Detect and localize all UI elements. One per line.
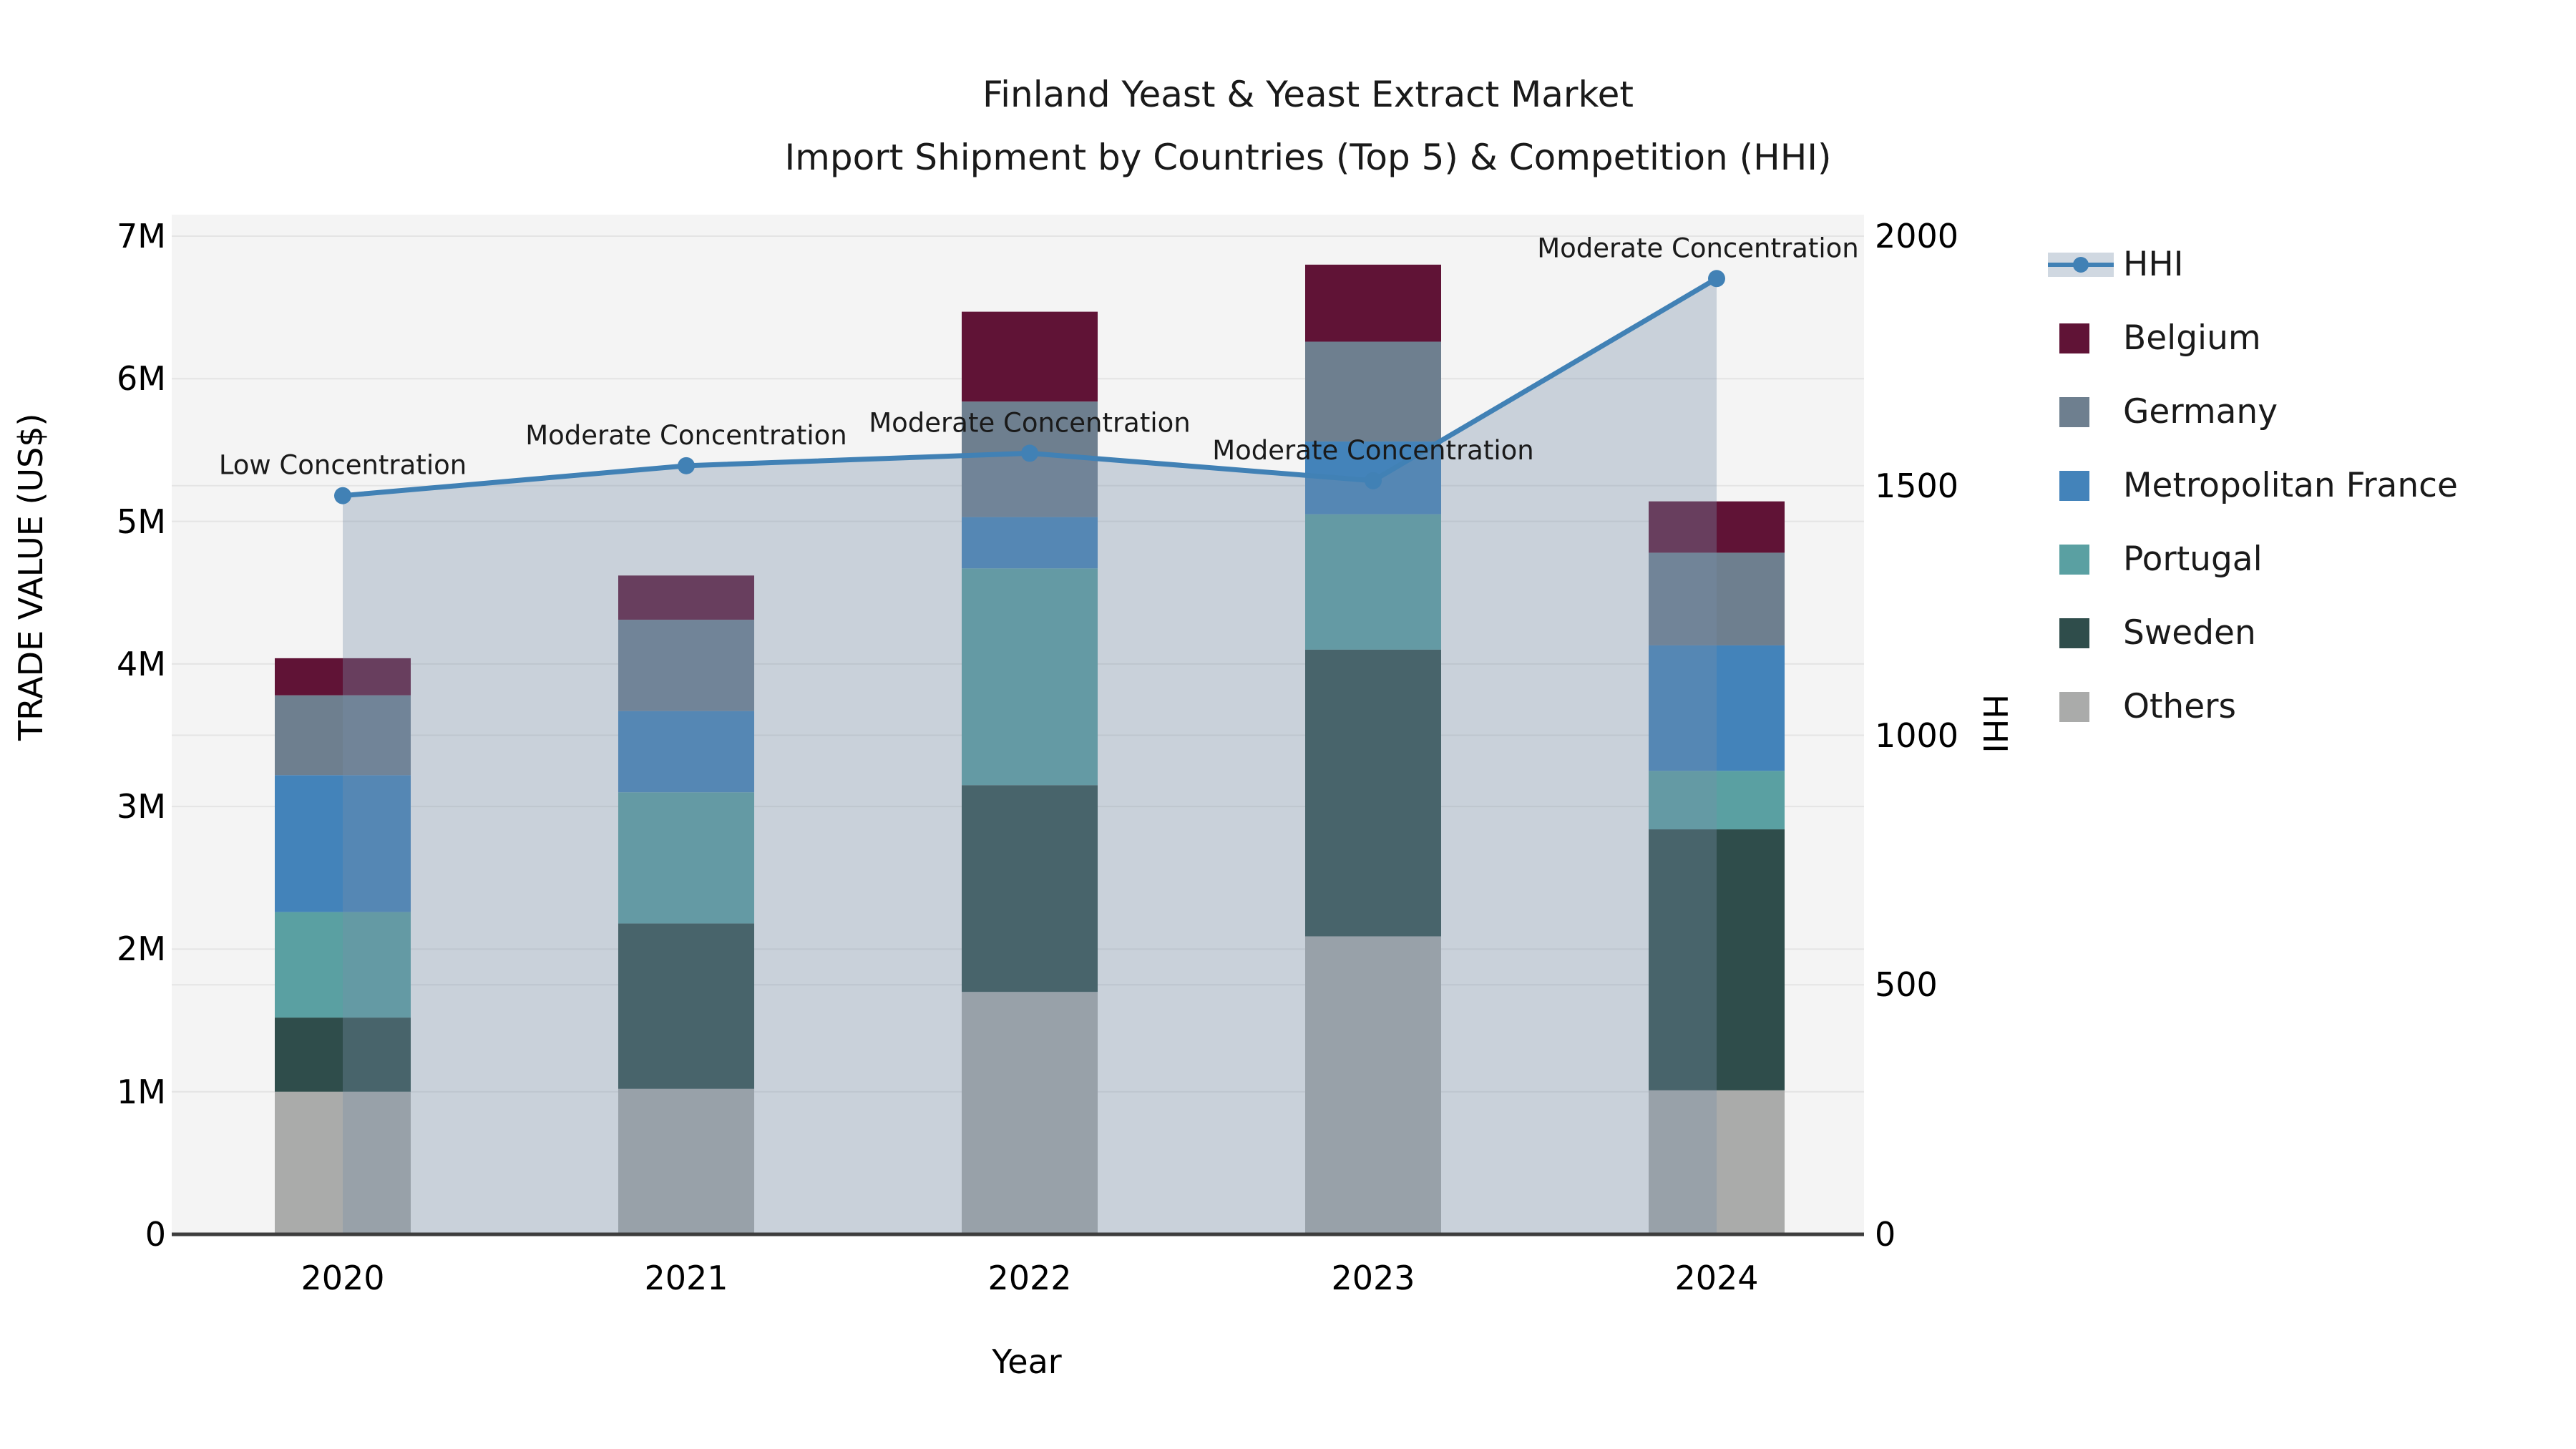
bar-segment-2024-portugal (1649, 771, 1785, 830)
bar-segment-2024-belgium (1649, 501, 1785, 553)
bar-segment-2024-metropolitan-france (1649, 645, 1785, 771)
bar-segment-2023-germany (1305, 341, 1441, 441)
right-tick-1500: 1500 (1875, 466, 1959, 505)
right-tick-0: 0 (1875, 1215, 1896, 1254)
color-swatch-icon (2045, 618, 2113, 648)
bar-segment-2021-sweden (618, 923, 754, 1089)
bar-segment-2022-belgium (962, 311, 1098, 402)
color-swatch-icon (2045, 396, 2113, 427)
annotation-2023: Moderate Concentration (1212, 435, 1533, 466)
x-tick-2020: 2020 (301, 1259, 385, 1297)
right-axis-label: HHI (1976, 694, 2014, 753)
annotation-2022: Moderate Concentration (869, 407, 1190, 438)
x-tick-2022: 2022 (987, 1259, 1072, 1297)
swatch-germany (2059, 396, 2089, 427)
bar-segment-2020-metropolitan-france (275, 775, 411, 912)
chart-title: Finland Yeast & Yeast Extract Market Imp… (784, 63, 1831, 189)
hhi-marker-dot (2073, 256, 2089, 273)
bar-segment-2024-sweden (1649, 829, 1785, 1091)
x-tick-2021: 2021 (644, 1259, 728, 1297)
left-axis-label: TRADE VALUE (US$) (11, 413, 50, 741)
x-tick-2023: 2023 (1331, 1259, 1415, 1297)
chart-title-line1: Finland Yeast & Yeast Extract Market (982, 74, 1634, 115)
bar-segment-2023-portugal (1305, 514, 1441, 650)
left-tick-2M: 2M (117, 930, 166, 969)
bar-segment-2020-sweden (275, 1018, 411, 1092)
bar-segment-2022-metropolitan-france (962, 517, 1098, 569)
bar-segment-2023-sweden (1305, 649, 1441, 937)
legend-label: Sweden (2123, 613, 2256, 653)
bar-segment-2024-others (1649, 1090, 1785, 1234)
hhi-marker-2021 (678, 457, 695, 474)
hhi-area-fill (343, 278, 1717, 1235)
right-tick-1000: 1000 (1875, 716, 1959, 755)
bar-segment-2020-others (275, 1091, 411, 1234)
swatch-belgium (2059, 323, 2089, 353)
left-tick-4M: 4M (117, 644, 166, 683)
swatch-others (2059, 691, 2089, 722)
bar-segment-2022-sweden (962, 785, 1098, 992)
legend-label: Germany (2123, 392, 2278, 431)
color-swatch-icon (2045, 323, 2113, 353)
left-tick-3M: 3M (117, 787, 166, 826)
swatch-portugal (2059, 544, 2089, 575)
hhi-marker-2020 (334, 487, 351, 504)
bar-segment-2021-portugal (618, 792, 754, 924)
hhi-marker-2022 (1021, 444, 1038, 462)
bar-segment-2021-metropolitan-france (618, 711, 754, 793)
x-axis-label: Year (992, 1342, 1062, 1381)
bar-segment-2020-germany (275, 695, 411, 776)
legend-item-germany: Germany (2045, 375, 2458, 449)
legend-label: Others (2123, 687, 2236, 726)
bar-segment-2022-portugal (962, 568, 1098, 786)
x-tick-2024: 2024 (1674, 1259, 1759, 1297)
right-tick-2000: 2000 (1875, 217, 1959, 255)
color-swatch-icon (2045, 691, 2113, 722)
legend-item-portugal: Portugal (2045, 522, 2458, 596)
swatch-sweden (2059, 618, 2089, 648)
left-tick-0: 0 (145, 1215, 166, 1254)
chart-title-line2: Import Shipment by Countries (Top 5) & C… (784, 137, 1832, 178)
bar-segment-2023-others (1305, 936, 1441, 1234)
annotation-2021: Moderate Concentration (525, 420, 847, 451)
left-tick-5M: 5M (117, 502, 166, 541)
left-tick-6M: 6M (117, 359, 166, 399)
hhi-line-marker-icon (2045, 252, 2114, 277)
color-swatch-icon (2045, 470, 2113, 501)
annotation-2020: Low Concentration (219, 450, 467, 481)
legend-item-others: Others (2045, 670, 2458, 743)
annotation-2024: Moderate Concentration (1537, 233, 1858, 263)
legend-item-belgium: Belgium (2045, 301, 2458, 375)
legend-item-metropolitan-france: Metropolitan France (2045, 449, 2458, 522)
hhi-legend-glyph (2048, 252, 2114, 277)
swatch-metropolitan-france (2059, 470, 2089, 501)
bar-segment-2023-belgium (1305, 264, 1441, 342)
bar-segment-2020-belgium (275, 658, 411, 696)
legend-item-sweden: Sweden (2045, 596, 2458, 670)
bar-segment-2022-others (962, 992, 1098, 1234)
color-swatch-icon (2045, 544, 2113, 575)
legend-label: Metropolitan France (2123, 466, 2458, 505)
legend-item-hhi: HHI (2045, 228, 2458, 301)
hhi-marker-2024 (1708, 270, 1725, 288)
bar-segment-2021-others (618, 1088, 754, 1234)
legend-label: HHI (2123, 245, 2184, 284)
right-tick-500: 500 (1875, 965, 1938, 1005)
left-tick-1M: 1M (117, 1072, 166, 1111)
bar-segment-2024-germany (1649, 552, 1785, 645)
left-tick-7M: 7M (117, 217, 166, 255)
legend: HHI Belgium Germany Metropolitan France Port… (2045, 228, 2458, 743)
legend-label: Belgium (2123, 318, 2261, 358)
hhi-marker-2023 (1365, 472, 1382, 489)
bar-segment-2021-belgium (618, 575, 754, 620)
bar-segment-2021-germany (618, 620, 754, 711)
legend-label: Portugal (2123, 540, 2263, 579)
bar-segment-2020-portugal (275, 912, 411, 1018)
